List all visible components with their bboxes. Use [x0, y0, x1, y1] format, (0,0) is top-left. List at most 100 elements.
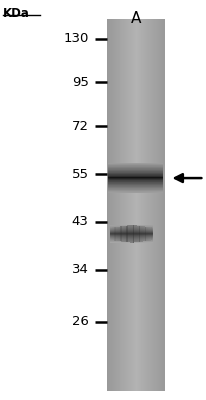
- FancyBboxPatch shape: [137, 226, 138, 242]
- FancyBboxPatch shape: [139, 19, 141, 391]
- FancyBboxPatch shape: [129, 19, 130, 391]
- FancyBboxPatch shape: [136, 226, 137, 242]
- FancyBboxPatch shape: [108, 178, 163, 179]
- FancyBboxPatch shape: [110, 226, 153, 227]
- FancyBboxPatch shape: [108, 163, 163, 164]
- Text: 34: 34: [72, 263, 89, 276]
- FancyBboxPatch shape: [145, 226, 146, 241]
- FancyBboxPatch shape: [125, 19, 127, 391]
- FancyBboxPatch shape: [108, 190, 163, 192]
- FancyBboxPatch shape: [108, 168, 163, 169]
- FancyBboxPatch shape: [144, 19, 146, 391]
- FancyBboxPatch shape: [108, 187, 163, 188]
- FancyBboxPatch shape: [108, 179, 163, 180]
- FancyBboxPatch shape: [110, 240, 153, 241]
- FancyBboxPatch shape: [157, 19, 158, 391]
- FancyBboxPatch shape: [140, 19, 142, 391]
- FancyBboxPatch shape: [122, 19, 124, 391]
- FancyBboxPatch shape: [108, 19, 109, 391]
- FancyBboxPatch shape: [123, 226, 124, 242]
- FancyBboxPatch shape: [108, 186, 163, 187]
- FancyBboxPatch shape: [132, 225, 133, 242]
- FancyBboxPatch shape: [108, 175, 163, 176]
- FancyBboxPatch shape: [110, 225, 153, 226]
- Text: 130: 130: [63, 32, 89, 45]
- FancyBboxPatch shape: [108, 172, 163, 173]
- FancyBboxPatch shape: [108, 188, 163, 189]
- FancyBboxPatch shape: [113, 19, 114, 391]
- FancyBboxPatch shape: [110, 233, 153, 234]
- FancyBboxPatch shape: [134, 225, 135, 242]
- FancyBboxPatch shape: [111, 19, 112, 391]
- FancyBboxPatch shape: [130, 19, 131, 391]
- FancyBboxPatch shape: [108, 182, 163, 183]
- FancyBboxPatch shape: [107, 19, 108, 391]
- FancyBboxPatch shape: [133, 19, 134, 391]
- FancyBboxPatch shape: [108, 184, 163, 185]
- FancyBboxPatch shape: [108, 192, 163, 193]
- FancyBboxPatch shape: [108, 167, 163, 168]
- FancyBboxPatch shape: [149, 19, 150, 391]
- FancyBboxPatch shape: [108, 176, 163, 178]
- FancyBboxPatch shape: [110, 231, 153, 232]
- FancyBboxPatch shape: [135, 226, 136, 242]
- FancyBboxPatch shape: [108, 181, 163, 182]
- FancyBboxPatch shape: [125, 226, 126, 242]
- FancyBboxPatch shape: [147, 19, 149, 391]
- FancyBboxPatch shape: [108, 173, 163, 174]
- FancyBboxPatch shape: [160, 19, 161, 391]
- FancyBboxPatch shape: [110, 230, 153, 231]
- FancyBboxPatch shape: [110, 230, 153, 231]
- FancyBboxPatch shape: [131, 225, 132, 242]
- FancyBboxPatch shape: [163, 19, 164, 391]
- FancyBboxPatch shape: [110, 239, 153, 240]
- FancyBboxPatch shape: [108, 169, 163, 170]
- FancyBboxPatch shape: [146, 227, 147, 241]
- FancyBboxPatch shape: [142, 19, 143, 391]
- FancyBboxPatch shape: [141, 226, 142, 242]
- FancyBboxPatch shape: [108, 187, 163, 188]
- FancyBboxPatch shape: [115, 227, 116, 241]
- FancyBboxPatch shape: [108, 182, 163, 184]
- FancyBboxPatch shape: [154, 19, 155, 391]
- FancyBboxPatch shape: [134, 19, 135, 391]
- FancyBboxPatch shape: [110, 236, 153, 237]
- FancyBboxPatch shape: [115, 227, 116, 241]
- Text: 55: 55: [72, 168, 89, 180]
- FancyBboxPatch shape: [110, 233, 153, 234]
- Text: 95: 95: [72, 76, 89, 89]
- FancyBboxPatch shape: [108, 178, 163, 179]
- FancyBboxPatch shape: [139, 226, 140, 242]
- FancyBboxPatch shape: [110, 240, 153, 241]
- FancyBboxPatch shape: [117, 227, 118, 241]
- FancyBboxPatch shape: [108, 175, 163, 176]
- FancyBboxPatch shape: [110, 226, 153, 227]
- FancyBboxPatch shape: [115, 19, 116, 391]
- FancyBboxPatch shape: [110, 231, 153, 232]
- FancyBboxPatch shape: [108, 189, 163, 190]
- FancyBboxPatch shape: [110, 228, 153, 229]
- FancyBboxPatch shape: [114, 227, 115, 240]
- FancyBboxPatch shape: [132, 19, 133, 391]
- FancyBboxPatch shape: [132, 225, 133, 243]
- FancyBboxPatch shape: [126, 226, 127, 242]
- FancyBboxPatch shape: [126, 19, 128, 391]
- FancyBboxPatch shape: [110, 238, 153, 239]
- FancyBboxPatch shape: [114, 19, 115, 391]
- FancyBboxPatch shape: [139, 19, 140, 391]
- FancyBboxPatch shape: [121, 226, 122, 242]
- FancyBboxPatch shape: [110, 232, 153, 233]
- FancyBboxPatch shape: [129, 225, 130, 242]
- FancyBboxPatch shape: [160, 19, 162, 391]
- FancyBboxPatch shape: [108, 170, 163, 172]
- FancyBboxPatch shape: [108, 162, 163, 164]
- FancyBboxPatch shape: [130, 225, 131, 242]
- Text: 72: 72: [72, 120, 89, 133]
- Text: 43: 43: [72, 216, 89, 228]
- FancyBboxPatch shape: [143, 226, 144, 242]
- FancyBboxPatch shape: [155, 19, 156, 391]
- FancyBboxPatch shape: [108, 171, 163, 172]
- FancyBboxPatch shape: [162, 19, 163, 391]
- FancyBboxPatch shape: [109, 19, 110, 391]
- FancyBboxPatch shape: [145, 227, 146, 241]
